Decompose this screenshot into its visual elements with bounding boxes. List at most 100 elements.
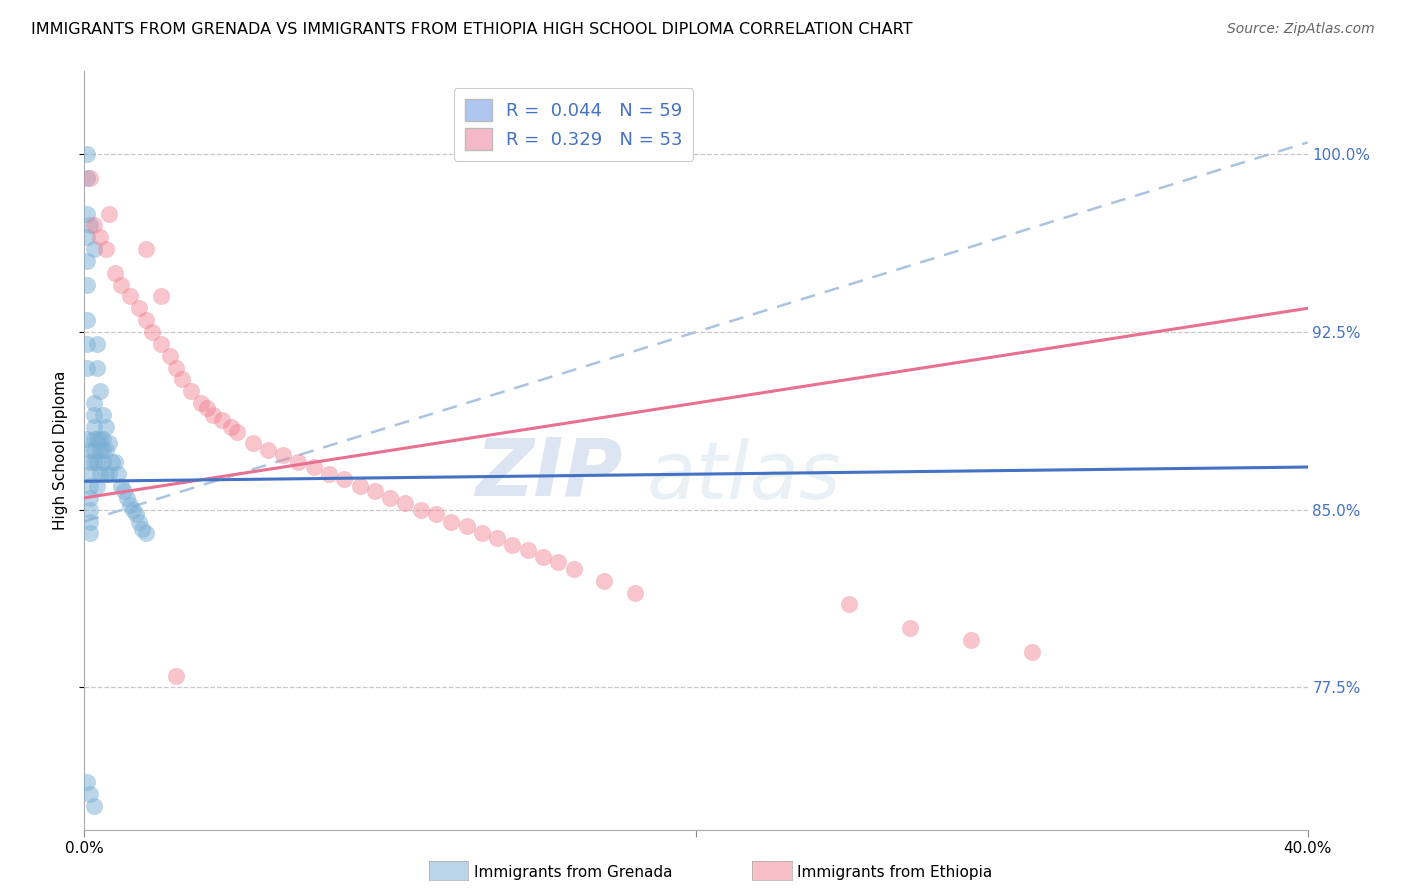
Point: [112, 483, 135, 498]
Point: [165, 360, 187, 375]
Point: [128, 301, 150, 316]
Point: [83, 443, 105, 458]
Point: [104, 266, 127, 280]
Point: [76, 360, 98, 375]
Point: [131, 522, 153, 536]
Point: [502, 538, 524, 552]
Legend: R =  0.044   N = 59, R =  0.329   N = 53: R = 0.044 N = 59, R = 0.329 N = 53: [454, 88, 693, 161]
Point: [201, 408, 224, 422]
Point: [86, 432, 108, 446]
Text: Immigrants from Grenada: Immigrants from Grenada: [474, 865, 672, 880]
Text: atlas: atlas: [647, 438, 842, 516]
Point: [531, 550, 554, 565]
Point: [86, 360, 108, 375]
Point: [172, 372, 194, 386]
Point: [94, 242, 117, 256]
Point: [76, 432, 98, 446]
Text: Source: ZipAtlas.com: Source: ZipAtlas.com: [1227, 22, 1375, 37]
Point: [89, 432, 111, 446]
Point: [91, 455, 114, 469]
Point: [83, 219, 105, 233]
Point: [79, 502, 101, 516]
Point: [149, 289, 172, 303]
Point: [226, 425, 249, 439]
Point: [471, 526, 494, 541]
Point: [83, 798, 105, 813]
Point: [76, 253, 98, 268]
Point: [89, 384, 111, 399]
Point: [89, 443, 111, 458]
Point: [89, 467, 111, 482]
Point: [83, 408, 105, 422]
Point: [94, 443, 117, 458]
Point: [257, 443, 280, 458]
Point: [287, 455, 309, 469]
Point: [547, 555, 569, 569]
Point: [838, 598, 860, 612]
Point: [562, 562, 585, 576]
Point: [83, 432, 105, 446]
Point: [107, 467, 129, 482]
Point: [120, 289, 142, 303]
Point: [83, 242, 105, 256]
Point: [456, 519, 478, 533]
Point: [190, 396, 212, 410]
Point: [898, 621, 921, 635]
Point: [79, 171, 101, 186]
Point: [94, 419, 117, 434]
Text: ZIP: ZIP: [475, 434, 623, 512]
Point: [425, 508, 447, 522]
Point: [76, 277, 98, 292]
Point: [79, 443, 101, 458]
Point: [165, 668, 187, 682]
Point: [593, 574, 616, 588]
Point: [195, 401, 218, 415]
Text: IMMIGRANTS FROM GRENADA VS IMMIGRANTS FROM ETHIOPIA HIGH SCHOOL DIPLOMA CORRELAT: IMMIGRANTS FROM GRENADA VS IMMIGRANTS FR…: [31, 22, 912, 37]
Point: [83, 396, 105, 410]
Point: [364, 483, 387, 498]
Point: [180, 384, 202, 399]
Point: [83, 419, 105, 434]
Point: [110, 479, 132, 493]
Point: [86, 479, 108, 493]
Point: [79, 219, 101, 233]
Point: [128, 515, 150, 529]
Point: [86, 336, 108, 351]
Point: [110, 277, 132, 292]
Point: [104, 455, 127, 469]
Point: [76, 775, 98, 789]
Point: [97, 436, 120, 450]
Point: [91, 408, 114, 422]
Point: [125, 508, 148, 522]
Point: [318, 467, 340, 482]
Point: [219, 419, 242, 434]
Point: [97, 206, 120, 220]
Point: [115, 491, 138, 505]
Point: [76, 171, 98, 186]
Point: [380, 491, 402, 505]
Point: [141, 325, 163, 339]
Point: [211, 412, 233, 426]
Point: [486, 531, 509, 545]
Point: [333, 472, 356, 486]
Point: [91, 432, 114, 446]
Point: [624, 585, 647, 599]
Point: [960, 632, 983, 647]
Point: [76, 230, 98, 244]
Point: [76, 313, 98, 327]
Y-axis label: High School Diploma: High School Diploma: [53, 371, 69, 530]
Point: [302, 460, 325, 475]
Point: [135, 313, 157, 327]
Point: [135, 526, 157, 541]
Point: [76, 206, 98, 220]
Point: [79, 491, 101, 505]
Point: [76, 147, 98, 161]
Point: [86, 455, 108, 469]
Point: [1021, 645, 1043, 659]
Point: [120, 498, 142, 512]
Point: [83, 455, 105, 469]
Point: [79, 515, 101, 529]
Point: [79, 526, 101, 541]
Point: [97, 467, 120, 482]
Point: [89, 230, 111, 244]
